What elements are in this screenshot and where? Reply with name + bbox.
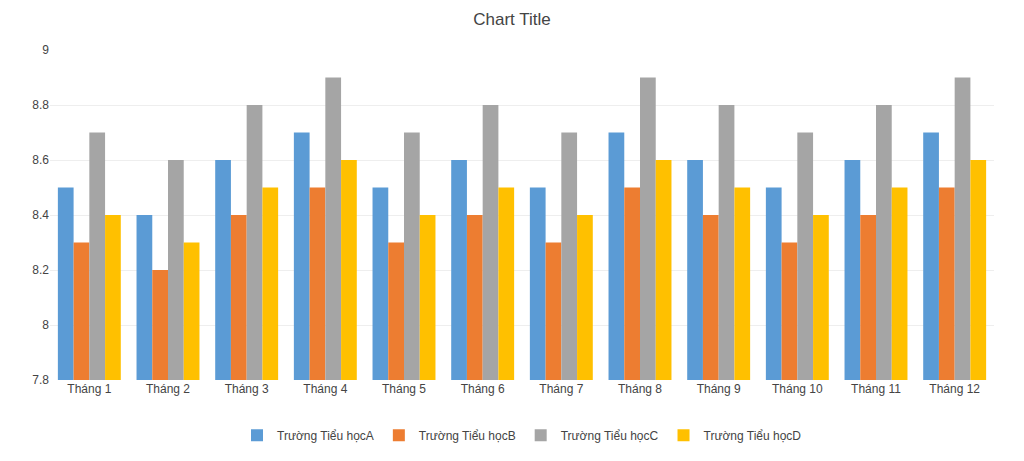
svg-text:Tháng 11: Tháng 11 — [851, 382, 901, 396]
svg-text:Tháng 2: Tháng 2 — [146, 382, 190, 396]
svg-text:Tháng 8: Tháng 8 — [618, 382, 662, 396]
svg-text:8: 8 — [42, 318, 49, 332]
svg-text:Tháng 9: Tháng 9 — [697, 382, 741, 396]
svg-text:Trường Tiểu học​C: Trường Tiểu học​C — [561, 429, 659, 443]
svg-text:Tháng 3: Tháng 3 — [225, 382, 269, 396]
svg-text:Trường Tiểu học​A: Trường Tiểu học​A — [277, 429, 374, 443]
svg-text:9: 9 — [42, 43, 49, 57]
svg-text:Tháng 6: Tháng 6 — [461, 382, 505, 396]
svg-text:Chart Title: Chart Title — [473, 10, 550, 29]
svg-text:Trường Tiểu học​D: Trường Tiểu học​D — [704, 429, 802, 443]
svg-text:Tháng 10: Tháng 10 — [772, 382, 823, 396]
svg-text:8.4: 8.4 — [32, 208, 49, 222]
svg-text:Tháng 12: Tháng 12 — [929, 382, 980, 396]
svg-text:8.8: 8.8 — [32, 98, 49, 112]
svg-text:Tháng 1: Tháng 1 — [67, 382, 111, 396]
svg-text:8.6: 8.6 — [32, 153, 49, 167]
svg-text:Tháng 7: Tháng 7 — [539, 382, 583, 396]
svg-text:7.8: 7.8 — [32, 373, 49, 387]
svg-text:8.2: 8.2 — [32, 263, 49, 277]
svg-text:Trường Tiểu học​B: Trường Tiểu học​B — [419, 429, 516, 443]
svg-text:Tháng 4: Tháng 4 — [303, 382, 347, 396]
svg-text:Tháng 5: Tháng 5 — [382, 382, 426, 396]
